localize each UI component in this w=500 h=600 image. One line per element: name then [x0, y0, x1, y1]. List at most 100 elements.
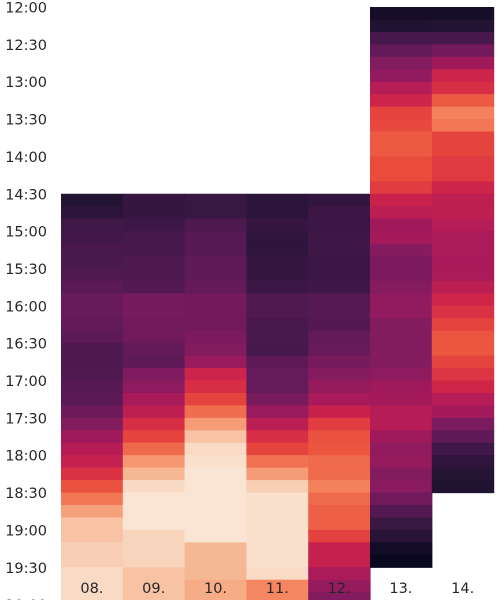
- heatmap-cell: [61, 368, 124, 382]
- heatmap-cell: [431, 56, 495, 70]
- heatmap-cell: [122, 218, 186, 232]
- heatmap-cell: [370, 143, 433, 157]
- heatmap-cell: [431, 218, 495, 232]
- heatmap-cell: [246, 492, 309, 506]
- heatmap-cell: [370, 156, 433, 170]
- heatmap-cell: [61, 505, 124, 519]
- x-tick-label: 14.: [451, 581, 474, 597]
- heatmap-cell: [308, 343, 371, 357]
- heatmap-cell: [184, 505, 247, 519]
- heatmap-cell: [431, 156, 495, 170]
- heatmap-cell: [370, 181, 433, 195]
- y-tick-labels: 12:00 12:30 13:00 13:30 14:00 14:30 15:00 15:30…: [5, 1, 47, 600]
- heatmap-cell: [370, 392, 433, 406]
- heatmap-cell: [308, 280, 371, 294]
- heatmap-cell: [370, 542, 433, 556]
- heatmap-cell: [184, 243, 247, 257]
- heatmap-cell: [61, 529, 124, 543]
- heatmap-cell: [122, 368, 186, 382]
- heatmap-cell: [61, 455, 124, 469]
- heatmap-cell: [61, 517, 124, 531]
- heatmap-cell: [308, 368, 371, 382]
- heatmap-cell: [246, 355, 309, 369]
- heatmap-cell: [61, 305, 124, 319]
- heatmap-cell: [61, 380, 124, 394]
- heatmap-cell: [122, 467, 186, 481]
- heatmap-cell: [370, 81, 433, 95]
- heatmap-cell: [431, 305, 495, 319]
- heatmap-cell: [246, 243, 309, 257]
- heatmap-cell: [308, 193, 371, 207]
- heatmap-cell: [431, 193, 495, 207]
- heatmap-cell: [308, 268, 371, 282]
- y-tick-label: 13:30: [5, 113, 47, 129]
- heatmap-cell: [370, 94, 433, 108]
- heatmap-cell: [246, 305, 309, 319]
- heatmap-cell: [431, 293, 495, 307]
- heatmap-cell: [370, 368, 433, 382]
- y-tick-label: 14:00: [5, 150, 47, 166]
- heatmap-cell: [370, 529, 433, 543]
- heatmap-cell: [370, 343, 433, 357]
- y-tick-label: 17:00: [5, 374, 47, 390]
- heatmap-cell: [246, 343, 309, 357]
- heatmap-cell: [308, 417, 371, 431]
- heatmap-cell: [370, 231, 433, 245]
- heatmap-cell: [308, 567, 371, 581]
- heatmap-cell: [370, 442, 433, 456]
- heatmap-cell: [431, 131, 495, 145]
- heatmap-cell: [431, 44, 495, 58]
- y-tick-label: 12:30: [5, 38, 47, 54]
- heatmap-cell: [122, 505, 186, 519]
- heatmap-cell: [431, 330, 495, 344]
- y-tick-label: 15:00: [5, 225, 47, 241]
- heatmap-cell: [308, 554, 371, 568]
- heatmap-cell: [184, 256, 247, 270]
- x-tick-label: 08.: [80, 581, 103, 597]
- heatmap-cell: [308, 505, 371, 519]
- heatmap-cell: [184, 517, 247, 531]
- heatmap-cell: [246, 318, 309, 332]
- heatmap-cell: [61, 318, 124, 332]
- heatmap-cell: [431, 343, 495, 357]
- heatmap-cell: [431, 206, 495, 220]
- heatmap-cell: [431, 19, 495, 33]
- heatmap-cell: [246, 218, 309, 232]
- heatmap-cell: [431, 81, 495, 95]
- heatmap-cell: [61, 243, 124, 257]
- heatmap-cell: [61, 480, 124, 494]
- heatmap-cell: [122, 442, 186, 456]
- heatmap-cell: [61, 343, 124, 357]
- heatmap-cell: [122, 430, 186, 444]
- heatmap-cell: [370, 131, 433, 145]
- heatmap-cell: [246, 592, 309, 600]
- heatmap-cell: [122, 592, 186, 600]
- heatmap-cell: [370, 355, 433, 369]
- heatmap-cell: [308, 467, 371, 481]
- heatmap-cell: [184, 480, 247, 494]
- heatmap-cell: [61, 592, 124, 600]
- y-tick-label: 12:00: [5, 1, 47, 17]
- heatmap-cell: [184, 567, 247, 581]
- heatmap-cell: [61, 280, 124, 294]
- heatmap-cell: [61, 442, 124, 456]
- heatmap-cell: [370, 554, 433, 568]
- x-tick-label: 11.: [266, 581, 289, 597]
- heatmap-cell: [61, 256, 124, 270]
- heatmap-cell: [122, 330, 186, 344]
- heatmap-cell: [122, 554, 186, 568]
- heatmap-cell: [431, 318, 495, 332]
- heatmap-cell: [308, 480, 371, 494]
- y-tick-label: 16:30: [5, 337, 47, 353]
- heatmap-cell: [431, 7, 495, 21]
- heatmap-cell: [308, 231, 371, 245]
- heatmap-cell: [184, 430, 247, 444]
- heatmap-cell: [308, 243, 371, 257]
- heatmap-cell: [246, 293, 309, 307]
- y-tick-label: 20:00: [5, 598, 47, 600]
- heatmap-cell: [122, 492, 186, 506]
- heatmap-cell: [184, 193, 247, 207]
- heatmap-cell: [370, 430, 433, 444]
- heatmap-cell: [370, 417, 433, 431]
